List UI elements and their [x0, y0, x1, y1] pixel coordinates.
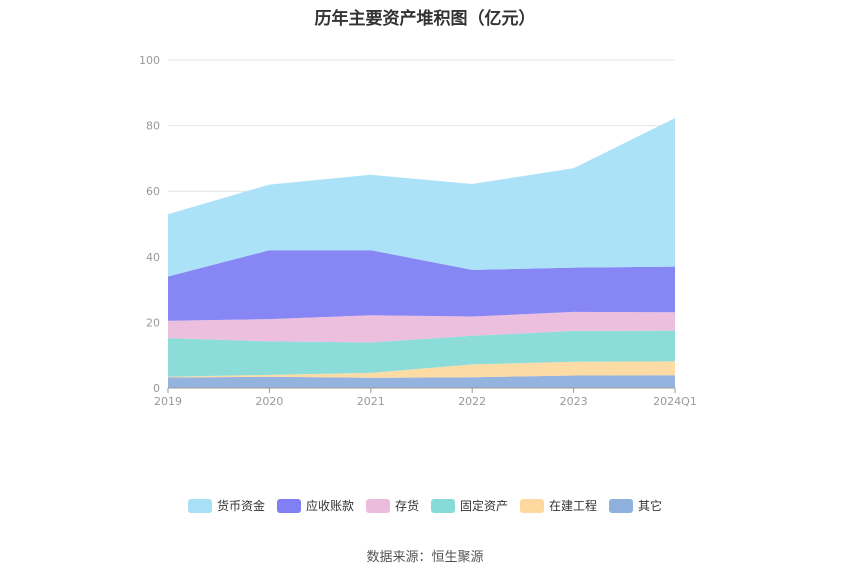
- legend-item[interactable]: 固定资产: [431, 497, 508, 514]
- x-tick-label: 2021: [357, 395, 385, 408]
- y-tick-label: 20: [146, 316, 160, 329]
- legend-swatch: [609, 498, 634, 513]
- x-tick-label: 2022: [458, 395, 486, 408]
- legend-label: 存货: [394, 499, 419, 513]
- legend-swatch: [365, 498, 390, 513]
- legend-label: 应收账款: [305, 499, 354, 513]
- y-tick-label: 60: [146, 185, 160, 198]
- area-存货: [168, 311, 675, 343]
- area-货币资金: [168, 118, 675, 277]
- area-应收账款: [168, 250, 675, 321]
- legend-label: 固定资产: [460, 499, 509, 513]
- legend-label: 在建工程: [549, 499, 598, 513]
- chart-legend: 货币资金 应收账款 存货 固定资产 在建工程 其它: [0, 497, 850, 514]
- legend-item[interactable]: 在建工程: [520, 497, 597, 514]
- area-其它: [168, 375, 675, 388]
- legend-item[interactable]: 存货: [365, 497, 419, 514]
- legend-label: 其它: [638, 499, 663, 513]
- x-tick-label: 2019: [154, 395, 182, 408]
- legend-swatch: [520, 498, 545, 513]
- area-固定资产: [168, 330, 675, 377]
- legend-label: 货币资金: [216, 499, 265, 513]
- y-tick-label: 80: [146, 120, 160, 133]
- stacked-area-chart: 0 20 40 60 80 100 2019 2020 2021 2022 2023 2024Q1: [139, 54, 697, 408]
- x-tick-label: 2023: [560, 395, 588, 408]
- legend-swatch: [276, 498, 301, 513]
- y-tick-label: 40: [146, 251, 160, 264]
- legend-swatch: [187, 498, 212, 513]
- chart-title: 历年主要资产堆积图（亿元）: [314, 9, 536, 29]
- area-series: [168, 118, 675, 388]
- y-tick-label: 100: [139, 54, 160, 67]
- y-tick-label: 0: [153, 382, 160, 395]
- legend-item[interactable]: 货币资金: [187, 497, 265, 514]
- legend-item[interactable]: 应收账款: [276, 497, 354, 514]
- x-tick-label: 2020: [255, 395, 283, 408]
- legend-item[interactable]: 其它: [609, 497, 662, 514]
- data-source: 数据来源：恒生聚源: [366, 550, 484, 565]
- legend-swatch: [431, 498, 455, 513]
- axes: 0 20 40 60 80 100 2019 2020 2021 2022 2023 2024Q1: [139, 54, 697, 408]
- x-tick-label: 2024Q1: [653, 395, 697, 408]
- area-在建工程: [168, 361, 675, 378]
